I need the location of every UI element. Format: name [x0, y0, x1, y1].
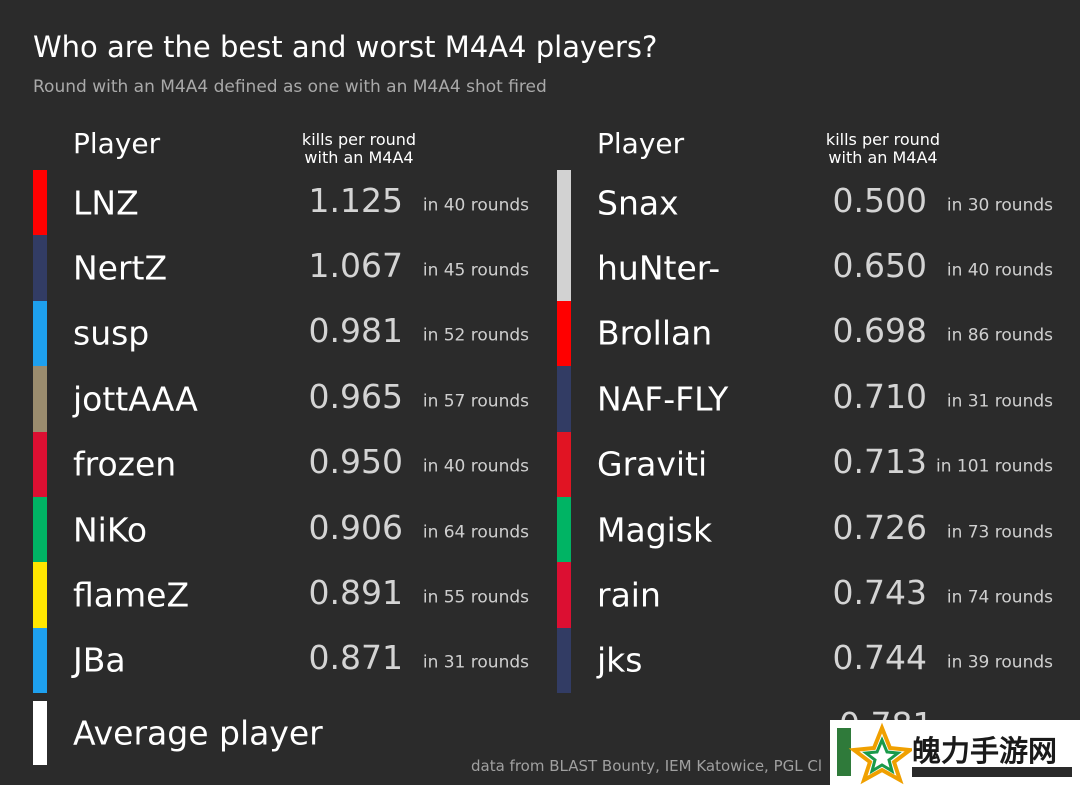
- star-logo-icon: [837, 722, 912, 785]
- best-rounds-count: in 45 rounds: [422, 260, 529, 281]
- worst-row: Magisk 0.726 in 73 rounds: [557, 497, 1053, 563]
- worst-player-name: huNter-: [597, 248, 721, 288]
- worst-row: rain 0.743 in 74 rounds: [557, 562, 1053, 628]
- watermark-banner: 魄力手游网: [830, 720, 1080, 785]
- worst-player-name: Snax: [597, 183, 679, 223]
- worst-rounds-count: in 73 rounds: [946, 522, 1053, 543]
- best-player-name: frozen: [73, 444, 177, 484]
- watermark-text: 魄力手游网: [912, 734, 1058, 768]
- worst-player-name: Graviti: [597, 444, 708, 484]
- worst-row: Graviti 0.713 in 101 rounds: [557, 431, 1053, 497]
- worst-player-name: Brollan: [597, 313, 713, 353]
- best-player-name: flameZ: [73, 575, 190, 615]
- worst-rounds-count: in 40 rounds: [946, 260, 1053, 281]
- worst-player-name: jks: [597, 640, 643, 680]
- best-kpr-value: 0.891: [308, 573, 403, 613]
- best-row: frozen 0.950 in 40 rounds: [33, 431, 529, 497]
- best-rounds-count: in 57 rounds: [422, 391, 529, 412]
- worst-kpr-value: 0.713: [832, 442, 927, 482]
- watermark-strip: [912, 767, 1072, 777]
- worst-row: Snax 0.500 in 30 rounds: [557, 170, 1053, 236]
- data-source-note: data from BLAST Bounty, IEM Katowice, PG…: [471, 757, 823, 775]
- worst-rounds-count: in 86 rounds: [946, 325, 1053, 346]
- best-player-name: LNZ: [73, 183, 139, 223]
- worst-metric-header-line1: kills per round: [825, 130, 941, 149]
- worst-metric-header-line2: with an M4A4: [828, 148, 938, 167]
- best-player-name: JBa: [73, 640, 126, 680]
- best-metric-header-line2: with an M4A4: [304, 148, 414, 167]
- worst-row: jks 0.744 in 39 rounds: [557, 627, 1053, 694]
- worst-rounds-count: in 30 rounds: [946, 195, 1053, 216]
- best-team-swatch: [33, 497, 47, 563]
- best-rounds-count: in 31 rounds: [422, 652, 529, 673]
- worst-team-swatch: [557, 300, 571, 367]
- best-team-swatch: [33, 627, 47, 694]
- worst-row: NAF-FLY 0.710 in 31 rounds: [557, 366, 1053, 432]
- worst-player-header: Player: [597, 127, 685, 160]
- best-player-name: NertZ: [73, 248, 168, 288]
- best-player-header: Player: [73, 127, 161, 160]
- worst-kpr-value: 0.710: [832, 377, 927, 417]
- worst-kpr-value: 0.698: [832, 311, 927, 351]
- best-player-name: jottAAA: [73, 379, 198, 419]
- best-kpr-value: 0.871: [308, 638, 403, 678]
- worst-team-swatch: [557, 562, 571, 628]
- best-team-swatch: [33, 431, 47, 497]
- worst-team-swatch: [557, 627, 571, 694]
- worst-team-swatch: [557, 170, 571, 236]
- average-player-name: Average player: [73, 713, 323, 753]
- best-team-swatch: [33, 235, 47, 301]
- best-metric-header: kills per round with an M4A4: [274, 131, 444, 167]
- best-team-swatch: [33, 170, 47, 236]
- worst-team-swatch: [557, 431, 571, 497]
- best-kpr-value: 1.125: [308, 180, 403, 220]
- worst-kpr-value: 0.743: [832, 573, 927, 613]
- best-rounds-count: in 64 rounds: [422, 522, 529, 543]
- worst-kpr-value: 0.500: [832, 180, 927, 220]
- best-row: NiKo 0.906 in 64 rounds: [33, 497, 529, 563]
- worst-rounds-count: in 101 rounds: [936, 456, 1053, 477]
- best-kpr-value: 1.067: [308, 246, 403, 286]
- best-rounds-count: in 52 rounds: [422, 325, 529, 346]
- worst-player-name: Magisk: [597, 510, 713, 550]
- best-row: JBa 0.871 in 31 rounds: [33, 627, 529, 694]
- best-row: NertZ 1.067 in 45 rounds: [33, 235, 529, 301]
- worst-row: Brollan 0.698 in 86 rounds: [557, 300, 1053, 367]
- best-player-name: NiKo: [73, 510, 148, 550]
- worst-kpr-value: 0.744: [832, 638, 927, 678]
- best-kpr-value: 0.981: [308, 311, 403, 351]
- average-player-swatch: [33, 701, 47, 765]
- worst-team-swatch: [557, 366, 571, 432]
- best-kpr-value: 0.965: [308, 377, 403, 417]
- best-rounds-count: in 40 rounds: [422, 456, 529, 477]
- chart-title: Who are the best and worst M4A4 players?: [33, 30, 658, 64]
- worst-team-swatch: [557, 235, 571, 301]
- best-row: jottAAA 0.965 in 57 rounds: [33, 366, 529, 432]
- average-player-row: Average player: [33, 701, 533, 765]
- worst-kpr-value: 0.650: [832, 246, 927, 286]
- best-row: LNZ 1.125 in 40 rounds: [33, 170, 529, 236]
- best-rounds-count: in 55 rounds: [422, 587, 529, 608]
- worst-metric-header: kills per round with an M4A4: [798, 131, 968, 167]
- worst-kpr-value: 0.726: [832, 507, 927, 547]
- chart-subtitle: Round with an M4A4 defined as one with a…: [33, 77, 547, 97]
- best-metric-header-line1: kills per round: [301, 130, 417, 149]
- worst-rounds-count: in 31 rounds: [946, 391, 1053, 412]
- best-team-swatch: [33, 300, 47, 367]
- worst-team-swatch: [557, 497, 571, 563]
- best-rounds-count: in 40 rounds: [422, 195, 529, 216]
- worst-player-name: rain: [597, 575, 661, 615]
- worst-player-name: NAF-FLY: [597, 379, 729, 419]
- best-kpr-value: 0.906: [308, 507, 403, 547]
- best-player-name: susp: [73, 313, 150, 353]
- best-row: flameZ 0.891 in 55 rounds: [33, 562, 529, 628]
- best-row: susp 0.981 in 52 rounds: [33, 300, 529, 367]
- worst-rounds-count: in 39 rounds: [946, 652, 1053, 673]
- best-kpr-value: 0.950: [308, 442, 403, 482]
- best-team-swatch: [33, 562, 47, 628]
- best-team-swatch: [33, 366, 47, 432]
- worst-row: huNter- 0.650 in 40 rounds: [557, 235, 1053, 301]
- worst-rounds-count: in 74 rounds: [946, 587, 1053, 608]
